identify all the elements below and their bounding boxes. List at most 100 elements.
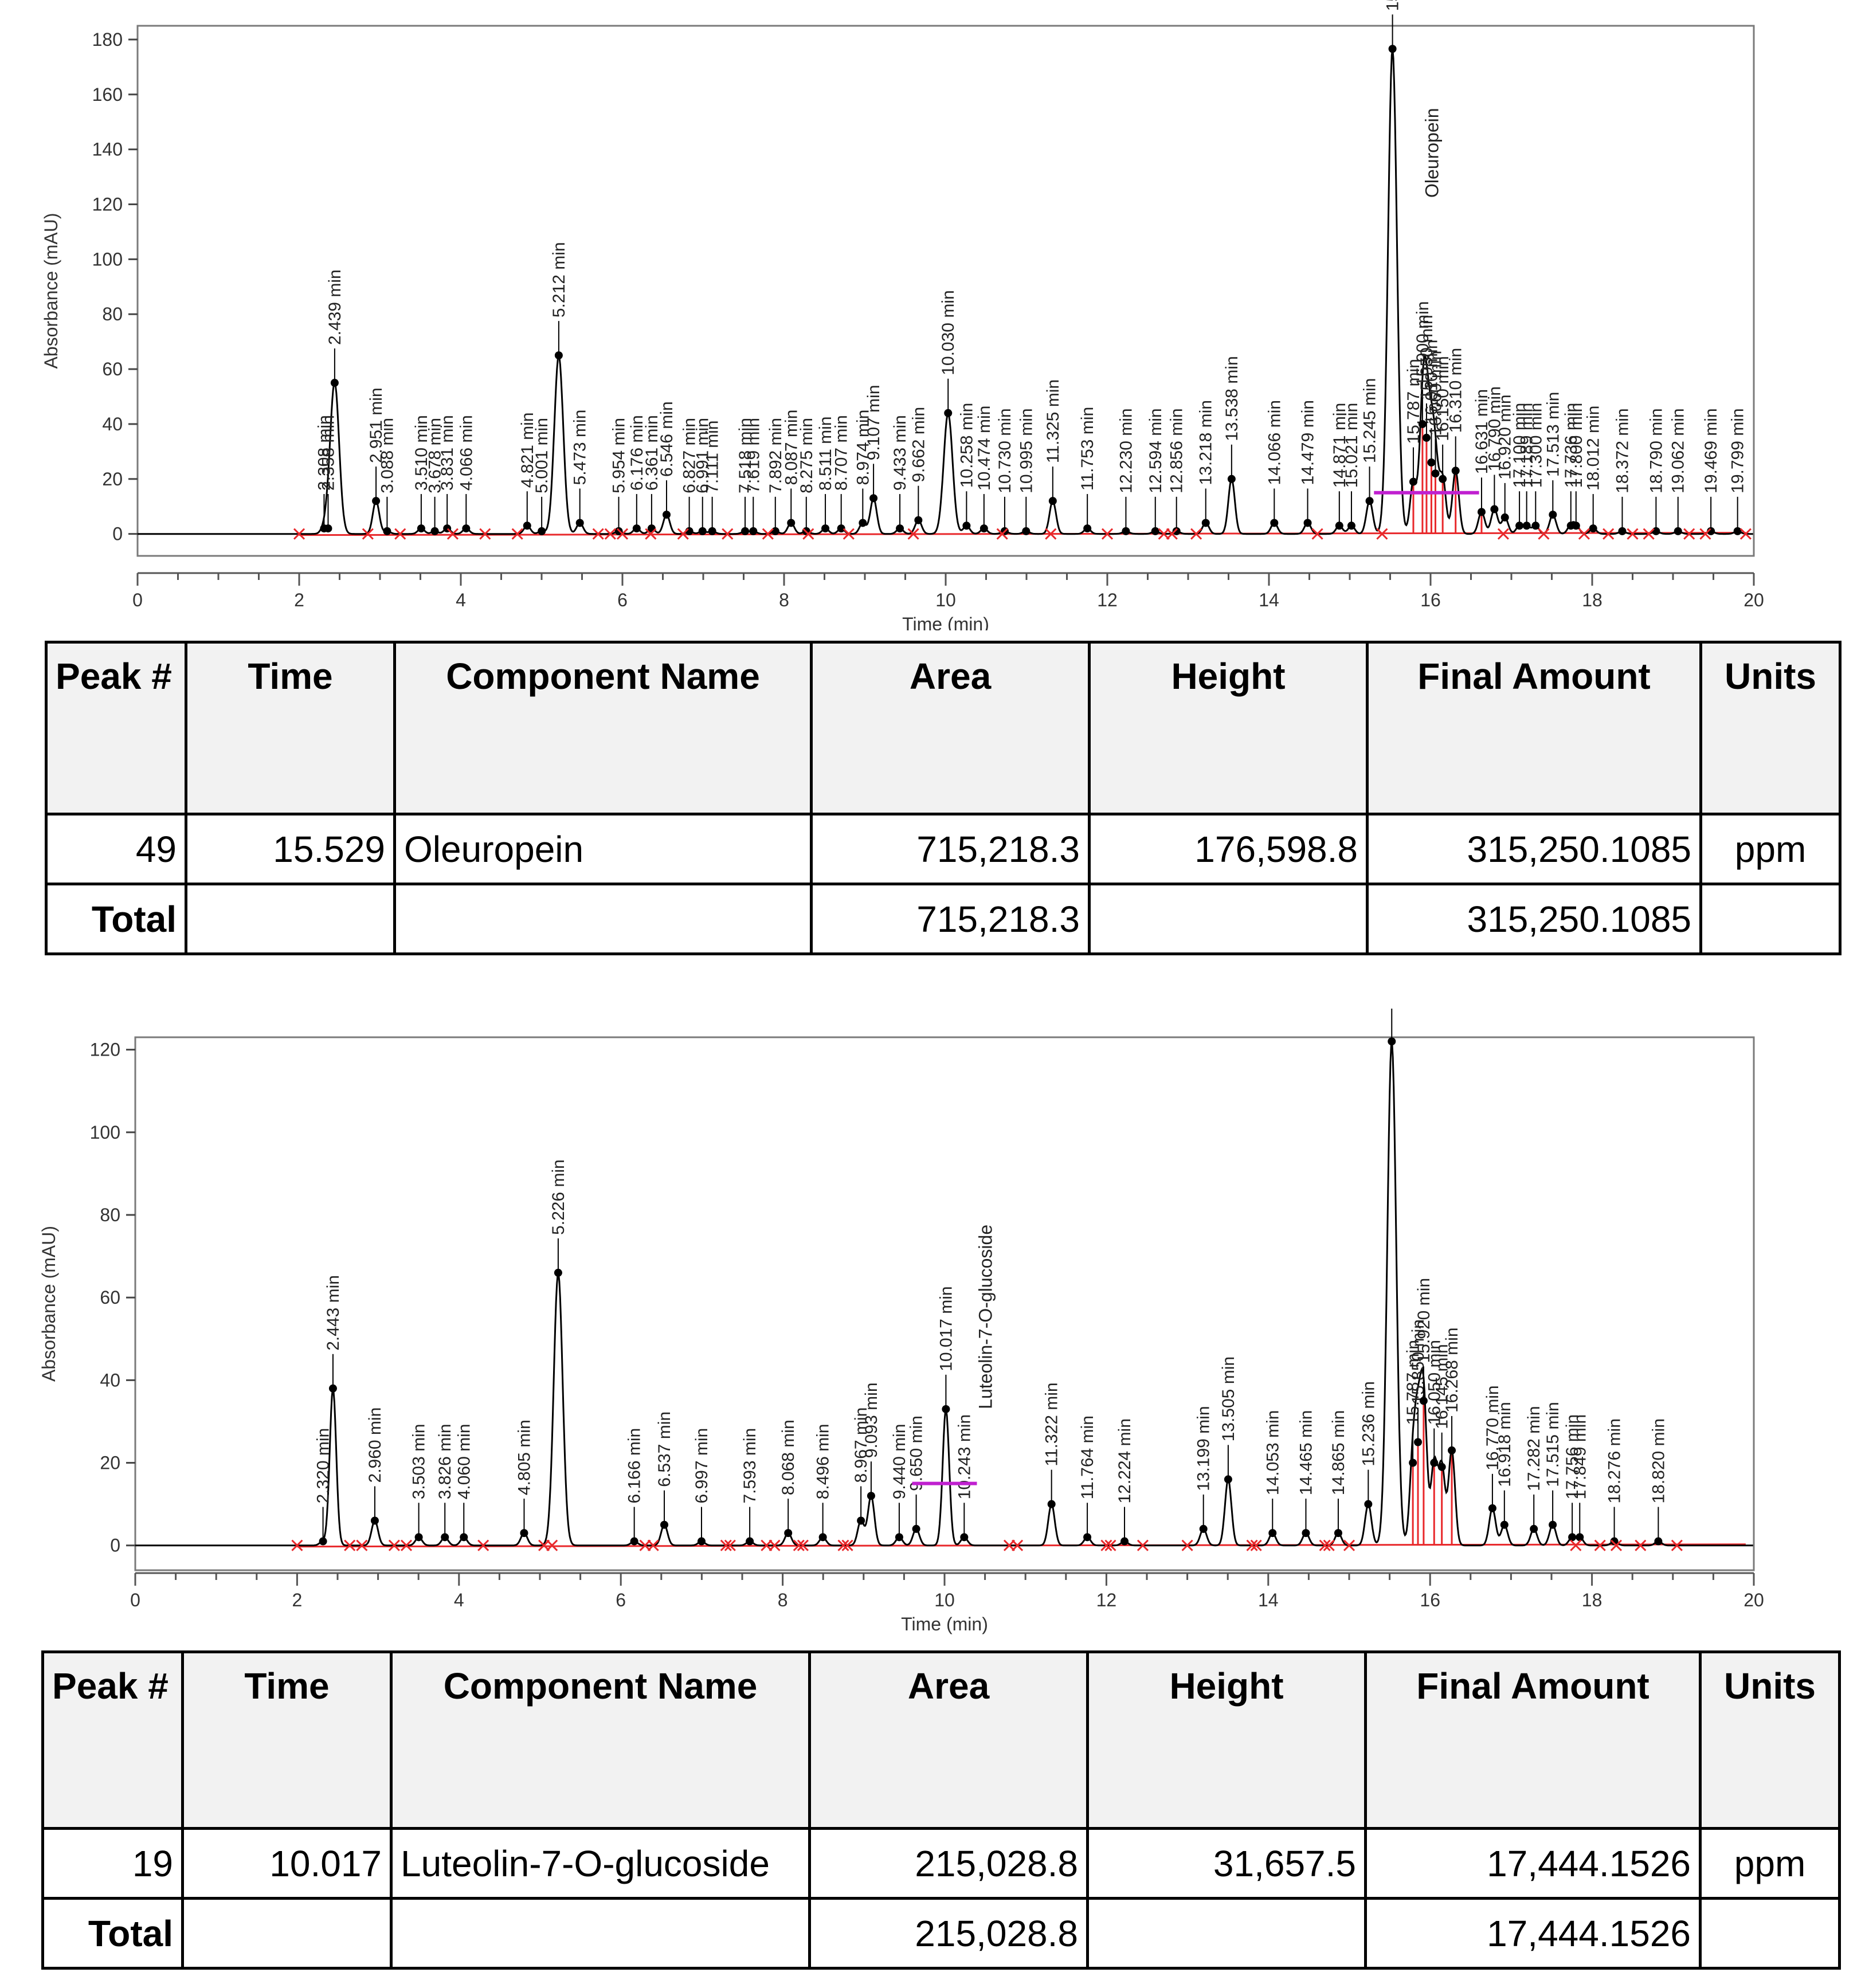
- baseline-marker-stroke: [1166, 528, 1178, 540]
- x-tick-label: 18: [1582, 590, 1603, 610]
- x-tick-label: 14: [1259, 590, 1279, 610]
- baseline-marker-stroke: [1012, 1539, 1024, 1551]
- baseline-marker-stroke: [720, 1539, 732, 1551]
- peak-label: 15.900 min: [1413, 301, 1432, 386]
- baseline-marker: [394, 528, 406, 540]
- baseline-marker: [645, 528, 657, 540]
- col-height: Height: [1086, 1650, 1367, 1830]
- chromatogram-2: 0 20 40 60 80 100 120 Absorbance (mAU) 0 2 4 6 8 10 12…: [38, 1009, 1764, 1634]
- baseline-marker: [720, 1539, 732, 1551]
- peak-marker: [460, 1533, 468, 1542]
- baseline-marker-stroke: [344, 1539, 356, 1551]
- y-tick-label: 180: [92, 29, 123, 50]
- peak-label: 5.226 min: [549, 1159, 568, 1235]
- peak-label: 11.764 min: [1078, 1415, 1097, 1499]
- baseline-marker: [592, 528, 604, 540]
- peak-label: 10.995 min: [1017, 408, 1036, 493]
- col-component-name: Component Name: [393, 641, 813, 815]
- cell-peak-number: 19: [41, 1827, 184, 1900]
- peak-label: 8.707 min: [832, 415, 851, 491]
- peak-label: 7.619 min: [744, 418, 763, 493]
- cell-time: 10.017: [181, 1827, 393, 1900]
- peak-label: 16.918 min: [1495, 1402, 1514, 1487]
- y-axis-label: Absorbance (mAU): [38, 1226, 59, 1382]
- x-tick-label: 8: [779, 590, 789, 610]
- baseline-marker-stroke: [1190, 528, 1202, 540]
- plot-frame: [134, 1036, 1755, 1571]
- peak-label: 17.515 min: [1543, 1402, 1562, 1487]
- baseline-marker-stroke: [907, 528, 919, 540]
- col-units: Units: [1699, 641, 1842, 815]
- peak-label: 12.230 min: [1116, 408, 1135, 493]
- baseline-marker: [344, 1539, 356, 1551]
- baseline-marker: [1627, 528, 1639, 540]
- peak-label: 15.236 min: [1359, 1381, 1378, 1466]
- baseline-marker: [907, 528, 919, 540]
- baseline-marker-stroke: [724, 1539, 736, 1551]
- x-tick-label: 6: [617, 590, 628, 610]
- baseline-marker: [356, 1539, 368, 1551]
- peak-label: 17.189 min: [1518, 403, 1537, 488]
- baseline-marker: [546, 1539, 558, 1551]
- chromatogram-trace: [135, 1042, 1753, 1547]
- baseline-marker: [1570, 1539, 1582, 1551]
- baseline-marker-stroke: [1045, 528, 1057, 540]
- peak-label: 6.827 min: [680, 418, 699, 493]
- col-peak-number: Peak #: [41, 1650, 184, 1830]
- x-tick-label: 4: [454, 1590, 464, 1610]
- peak-label: 16.010 min: [1422, 340, 1441, 425]
- peak-label: 8.275 min: [797, 418, 816, 493]
- baseline-marker: [1683, 528, 1695, 540]
- baseline-marker: [1045, 528, 1057, 540]
- baseline-marker-stroke: [604, 528, 616, 540]
- x-axis-label: Time (min): [902, 614, 989, 630]
- baseline-marker: [1100, 1539, 1112, 1551]
- cell-component-name: Luteolin-7-O-glucoside: [390, 1827, 811, 1900]
- baseline-marker-stroke: [1101, 528, 1114, 540]
- table-header-row: Peak # Time Component Name Area Height F…: [45, 641, 1842, 815]
- peak-label: 7.518 min: [736, 418, 755, 493]
- peak-marker: [1568, 1533, 1577, 1542]
- peak-label: 17.300 min: [1526, 403, 1545, 488]
- baseline-marker-stroke: [356, 1539, 368, 1551]
- col-units: Units: [1699, 1650, 1841, 1830]
- peak-label: 6.537 min: [655, 1411, 674, 1487]
- peak-label: 13.218 min: [1197, 400, 1216, 485]
- peak-marker: [441, 1533, 449, 1542]
- baseline-marker: [1246, 1539, 1258, 1551]
- baseline-marker-stroke: [616, 528, 629, 540]
- cell-empty: [1699, 883, 1842, 955]
- x-tick-label: 12: [1096, 1590, 1117, 1610]
- peak-label: 2.358 min: [319, 415, 338, 491]
- peak-marker: [818, 1533, 827, 1542]
- baseline-marker-stroke: [546, 1539, 558, 1551]
- peak-marker: [1437, 1462, 1446, 1471]
- peak-label: 10.474 min: [975, 406, 994, 491]
- y-tick-label: 80: [100, 1205, 120, 1225]
- baseline-marker: [1497, 528, 1509, 540]
- baseline-marker: [1699, 528, 1711, 540]
- baseline-marker-stroke: [592, 528, 604, 540]
- peak-label: 14.053 min: [1263, 1410, 1282, 1495]
- baseline-marker-stroke: [394, 528, 406, 540]
- y-tick-label: 40: [102, 414, 123, 434]
- peak-marker: [328, 1384, 337, 1393]
- peak-label: 14.871 min: [1330, 403, 1349, 488]
- baseline-marker-stroke: [793, 1539, 805, 1551]
- baseline-marker-stroke: [1323, 1539, 1335, 1551]
- peak-label: 17.513 min: [1543, 392, 1562, 477]
- baseline-marker-stroke: [1699, 528, 1711, 540]
- peak-label: 5.954 min: [610, 418, 629, 493]
- baseline-marker-stroke: [511, 528, 523, 540]
- peak-label: 6.991 min: [694, 418, 712, 493]
- col-area: Area: [810, 641, 1091, 815]
- baseline-marker-stroke: [1319, 1539, 1331, 1551]
- baseline-marker: [1190, 528, 1202, 540]
- baseline-marker: [616, 528, 629, 540]
- peak-label: 6.546 min: [657, 401, 676, 477]
- peak-label: 6.176 min: [628, 415, 647, 491]
- baseline-marker: [362, 528, 374, 540]
- cell-height: 31,657.5: [1086, 1827, 1367, 1900]
- peak-label: 2.951 min: [367, 387, 386, 463]
- y-tick-label: 140: [92, 139, 123, 160]
